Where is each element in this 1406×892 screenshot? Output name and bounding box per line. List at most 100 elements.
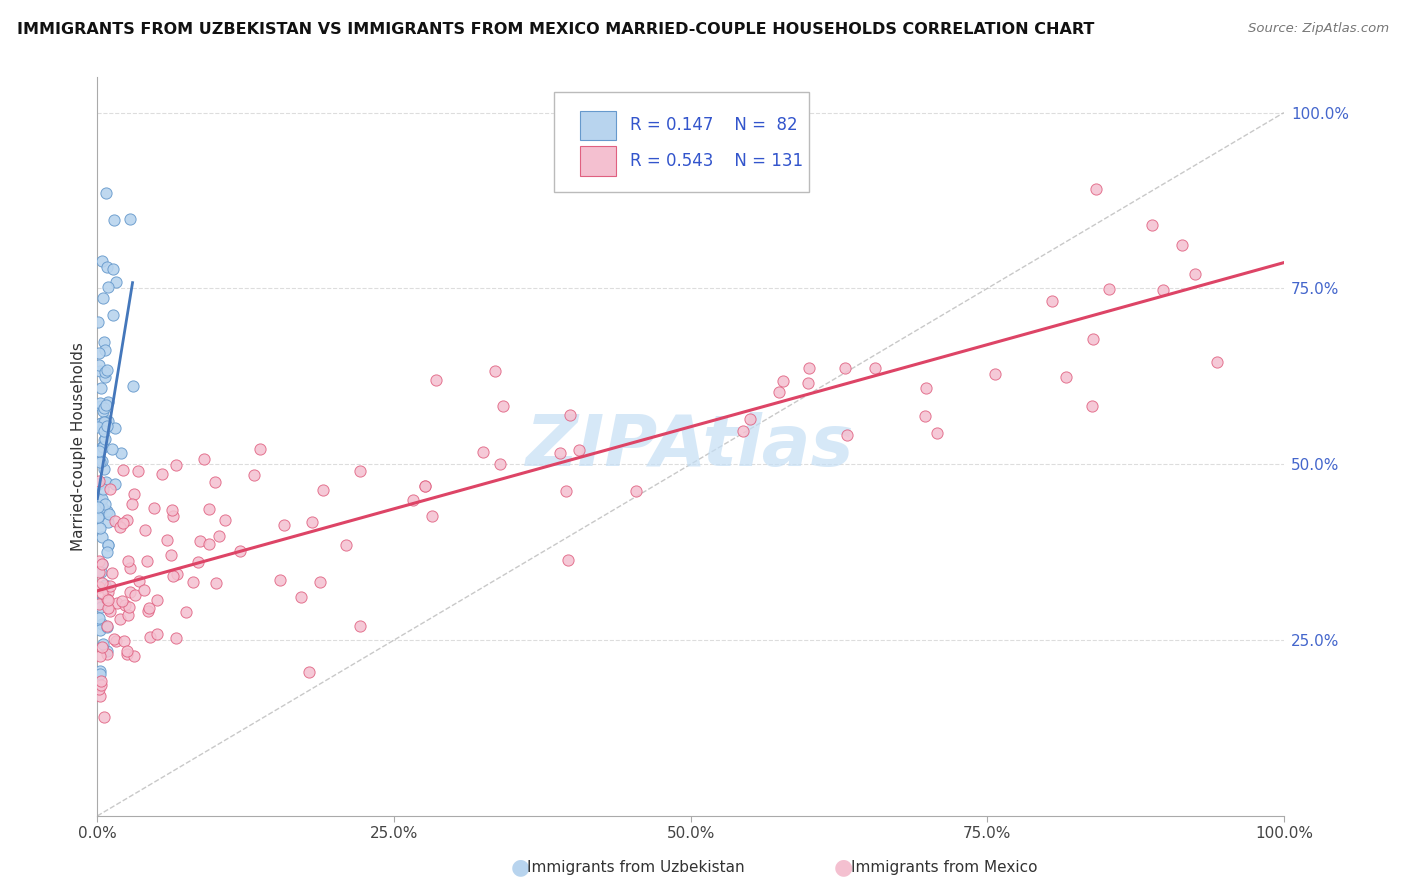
Point: [120, 211, 142, 226]
Point: [136, 553, 159, 567]
Point: [89, 565, 111, 579]
Point: [97, 601, 120, 615]
Point: [111, 463, 134, 477]
Point: [146, 627, 169, 641]
Point: [90, 399, 112, 413]
Point: [91, 637, 114, 651]
Point: [89, 508, 111, 523]
Point: [138, 601, 160, 615]
Point: [90, 501, 112, 516]
Point: [91, 500, 114, 515]
Point: [162, 508, 184, 523]
Point: [738, 412, 761, 426]
Point: [94, 365, 117, 379]
FancyBboxPatch shape: [581, 111, 616, 140]
Point: [1170, 237, 1192, 252]
Point: [132, 583, 155, 598]
Point: [312, 483, 335, 497]
Point: [89, 667, 111, 681]
Point: [91, 482, 114, 496]
Point: [89, 345, 111, 359]
Point: [94, 475, 117, 489]
Point: [165, 631, 187, 645]
Point: [188, 534, 211, 549]
Point: [87, 597, 110, 611]
Point: [90, 417, 112, 431]
Point: [198, 501, 221, 516]
Point: [413, 479, 436, 493]
Point: [94, 432, 117, 446]
Point: [87, 420, 110, 434]
Point: [98, 483, 121, 497]
Point: [101, 442, 124, 456]
Point: [97, 279, 120, 293]
Point: [87, 315, 110, 329]
Point: [96, 363, 118, 377]
Point: [101, 262, 124, 277]
Point: [162, 569, 184, 583]
Point: [214, 513, 236, 527]
Point: [87, 580, 110, 594]
Point: [96, 620, 118, 634]
Point: [96, 419, 118, 434]
Point: [1097, 282, 1119, 296]
Point: [90, 557, 112, 571]
Point: [128, 574, 150, 589]
Point: [94, 497, 117, 511]
Point: [117, 554, 139, 568]
Point: [101, 566, 124, 581]
Point: [166, 566, 188, 581]
Point: [115, 647, 138, 661]
Point: [94, 343, 117, 358]
Point: [96, 647, 118, 661]
Point: [160, 548, 183, 562]
Point: [93, 710, 115, 724]
Point: [249, 442, 271, 456]
Point: [150, 467, 173, 482]
Point: [87, 444, 110, 458]
Point: [120, 584, 142, 599]
Point: [104, 477, 127, 491]
Text: ●: ●: [834, 857, 853, 877]
Point: [733, 424, 755, 438]
Point: [91, 421, 114, 435]
Point: [103, 632, 125, 647]
Point: [93, 415, 115, 429]
Text: Immigrants from Mexico: Immigrants from Mexico: [851, 860, 1038, 874]
Point: [768, 384, 790, 399]
Point: [273, 518, 295, 533]
Point: [91, 585, 114, 599]
Point: [136, 604, 159, 618]
Point: [118, 599, 141, 614]
Point: [90, 576, 112, 591]
Point: [1152, 283, 1174, 297]
Point: [914, 409, 936, 423]
Point: [146, 593, 169, 607]
Point: [1140, 218, 1163, 232]
Point: [156, 533, 179, 547]
Point: [91, 440, 114, 454]
Point: [837, 428, 859, 442]
Point: [97, 515, 120, 529]
Point: [97, 414, 120, 428]
Point: [96, 260, 118, 274]
Point: [90, 494, 112, 508]
Point: [86, 500, 108, 515]
Point: [97, 585, 120, 599]
Point: [555, 484, 578, 499]
Point: [87, 611, 110, 625]
Point: [90, 254, 112, 268]
Point: [93, 433, 115, 447]
Point: [160, 503, 183, 517]
Point: [413, 479, 436, 493]
Point: [489, 457, 512, 471]
Point: [96, 504, 118, 518]
Point: [309, 575, 332, 590]
Point: [349, 464, 371, 478]
Point: [89, 623, 111, 637]
Point: [87, 358, 110, 372]
Point: [420, 509, 443, 524]
FancyBboxPatch shape: [581, 146, 616, 176]
Point: [114, 598, 136, 612]
Point: [1084, 182, 1107, 196]
